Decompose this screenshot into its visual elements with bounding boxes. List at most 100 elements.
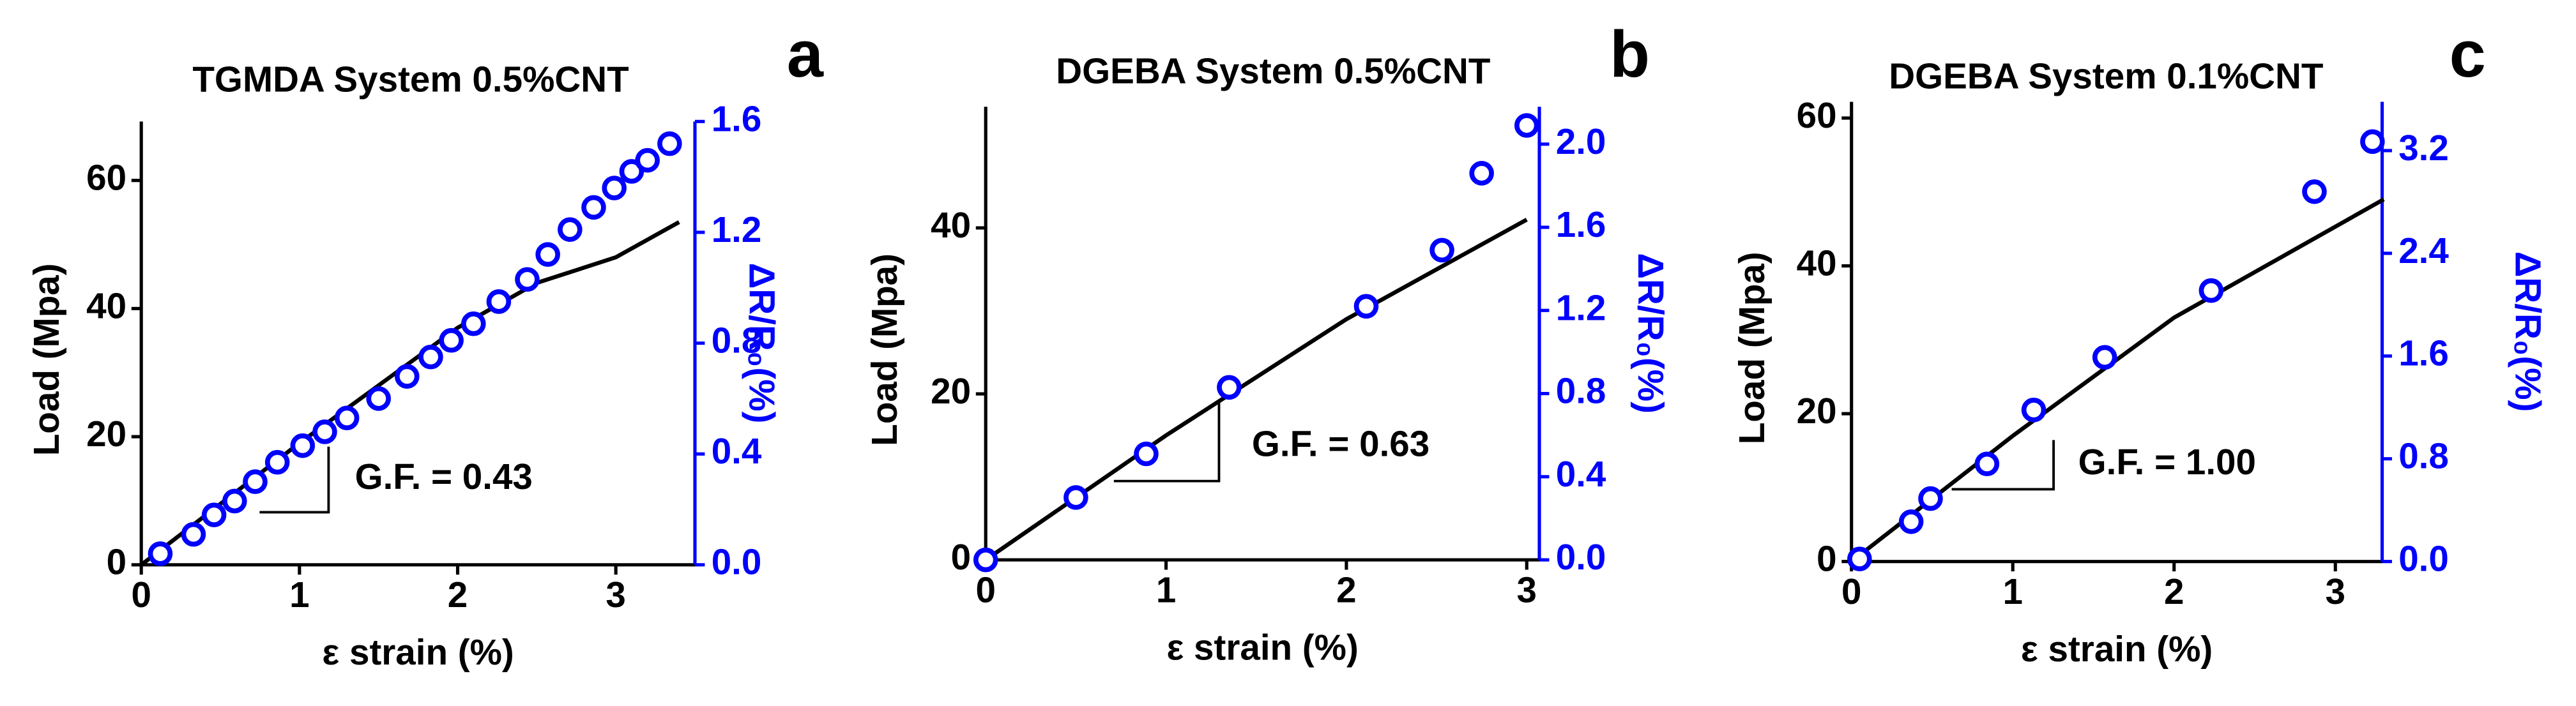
y2-tick-label: 1.6: [712, 98, 762, 139]
y2-tick-label: 0.4: [712, 431, 762, 471]
y-tick-label: 0: [1817, 539, 1836, 579]
data-point: [1217, 375, 1242, 400]
y-tick-label: 20: [931, 371, 971, 411]
y2-tick-label: 2.4: [2398, 230, 2449, 271]
x-tick-label: 1: [1156, 569, 1176, 610]
data-point: [2021, 397, 2046, 423]
x-axis-label: ε strain (%): [1166, 627, 1358, 667]
y2-axis-label: ΔR/R₀(%): [1631, 253, 1671, 414]
data-point: [1353, 294, 1379, 319]
data-point: [312, 419, 337, 444]
x-tick-label: 0: [1841, 571, 1861, 612]
y2-tick-label: 0.0: [1556, 537, 1606, 577]
y2-tick-label: 1.6: [1556, 204, 1606, 244]
y2-tick-label: 0.8: [2398, 436, 2449, 476]
data-point: [581, 195, 606, 220]
data-point: [243, 469, 268, 494]
x-tick-label: 2: [2164, 571, 2184, 612]
y-axis-label: Load (Mpa): [1732, 252, 1772, 444]
data-point: [2302, 179, 2327, 204]
x-tick-label: 0: [976, 569, 996, 610]
data-point: [657, 131, 682, 156]
gauge-factor-annotation: G.F. = 0.43: [355, 456, 533, 497]
panel-label: a: [787, 17, 824, 91]
data-point: [973, 547, 998, 573]
data-point: [1134, 441, 1159, 467]
y-tick-label: 0: [951, 537, 971, 577]
y-tick-label: 20: [86, 414, 126, 454]
y2-axis-label: ΔR/R₀(%): [742, 263, 782, 424]
data-point: [515, 267, 540, 292]
data-point: [1469, 161, 1494, 186]
data-point: [418, 344, 443, 370]
slope-triangle: [259, 446, 330, 514]
data-point: [461, 311, 486, 336]
data-point: [148, 541, 173, 566]
y-tick-label: 40: [86, 285, 126, 326]
data-point: [264, 449, 290, 475]
y-tick-label: 20: [1797, 391, 1837, 431]
chart-title: DGEBA System 0.1%CNT: [1889, 56, 2323, 96]
y-tick-label: 0: [107, 542, 126, 582]
y2-tick-label: 2.0: [1556, 121, 1606, 161]
data-point: [1514, 113, 1539, 138]
gauge-factor-annotation: G.F. = 1.00: [2078, 442, 2256, 482]
y2-tick-label: 3.2: [2398, 128, 2449, 168]
data-point: [2092, 345, 2117, 370]
y-axis-label: Load (Mpa): [26, 263, 66, 456]
data-point: [602, 176, 627, 200]
y-tick-label: 60: [1797, 95, 1837, 135]
y-tick-label: 40: [931, 205, 971, 245]
y2-tick-label: 0.8: [712, 320, 762, 361]
data-point: [1063, 485, 1088, 510]
x-tick-label: 3: [1517, 569, 1537, 610]
x-tick-label: 1: [289, 575, 309, 615]
data-point: [558, 217, 583, 242]
data-point: [394, 364, 420, 389]
data-point: [1429, 237, 1454, 263]
y2-tick-label: 0.4: [1556, 454, 1606, 494]
y-tick-label: 60: [86, 158, 126, 198]
data-point: [439, 327, 464, 353]
gauge-factor-annotation: G.F. = 0.63: [1252, 424, 1429, 464]
load-line: [984, 218, 1528, 562]
chart-title: TGMDA System 0.5%CNT: [192, 59, 629, 100]
data-point: [1898, 509, 1924, 534]
y-axis-label: Load (Mpa): [864, 253, 904, 446]
x-tick-label: 3: [2326, 571, 2345, 612]
data-point: [1974, 451, 2000, 477]
y2-tick-label: 0.8: [1556, 371, 1606, 411]
x-axis-label: ε strain (%): [2021, 629, 2213, 669]
y2-tick-label: 1.2: [1556, 287, 1606, 327]
x-tick-label: 3: [606, 575, 625, 615]
data-point: [181, 522, 206, 547]
data-point: [222, 488, 247, 514]
y2-axis-label: ΔR/R₀(%): [2508, 252, 2548, 412]
y2-tick-label: 0.0: [712, 542, 762, 582]
y2-tick-label: 0.0: [2398, 539, 2449, 579]
x-tick-label: 0: [131, 575, 151, 615]
y2-tick-label: 1.2: [712, 209, 762, 250]
data-point: [1918, 486, 1943, 511]
x-axis-label: ε strain (%): [322, 632, 514, 672]
x-tick-label: 1: [2003, 571, 2023, 612]
data-point: [290, 433, 316, 458]
data-point: [366, 386, 391, 411]
y-tick-label: 40: [1797, 243, 1837, 283]
data-point: [635, 147, 660, 173]
data-point: [619, 159, 644, 184]
data-point: [2199, 278, 2224, 303]
chart-title: DGEBA System 0.5%CNT: [1056, 51, 1490, 91]
data-point: [1847, 546, 1872, 571]
data-point: [535, 242, 560, 267]
slope-triangle: [1113, 402, 1221, 483]
x-tick-label: 2: [448, 575, 468, 615]
data-point: [486, 289, 512, 314]
panel-label: c: [2450, 17, 2486, 91]
data-point: [201, 502, 227, 527]
panel-label: b: [1610, 17, 1650, 91]
x-tick-label: 2: [1336, 569, 1356, 610]
data-point: [2360, 129, 2385, 154]
